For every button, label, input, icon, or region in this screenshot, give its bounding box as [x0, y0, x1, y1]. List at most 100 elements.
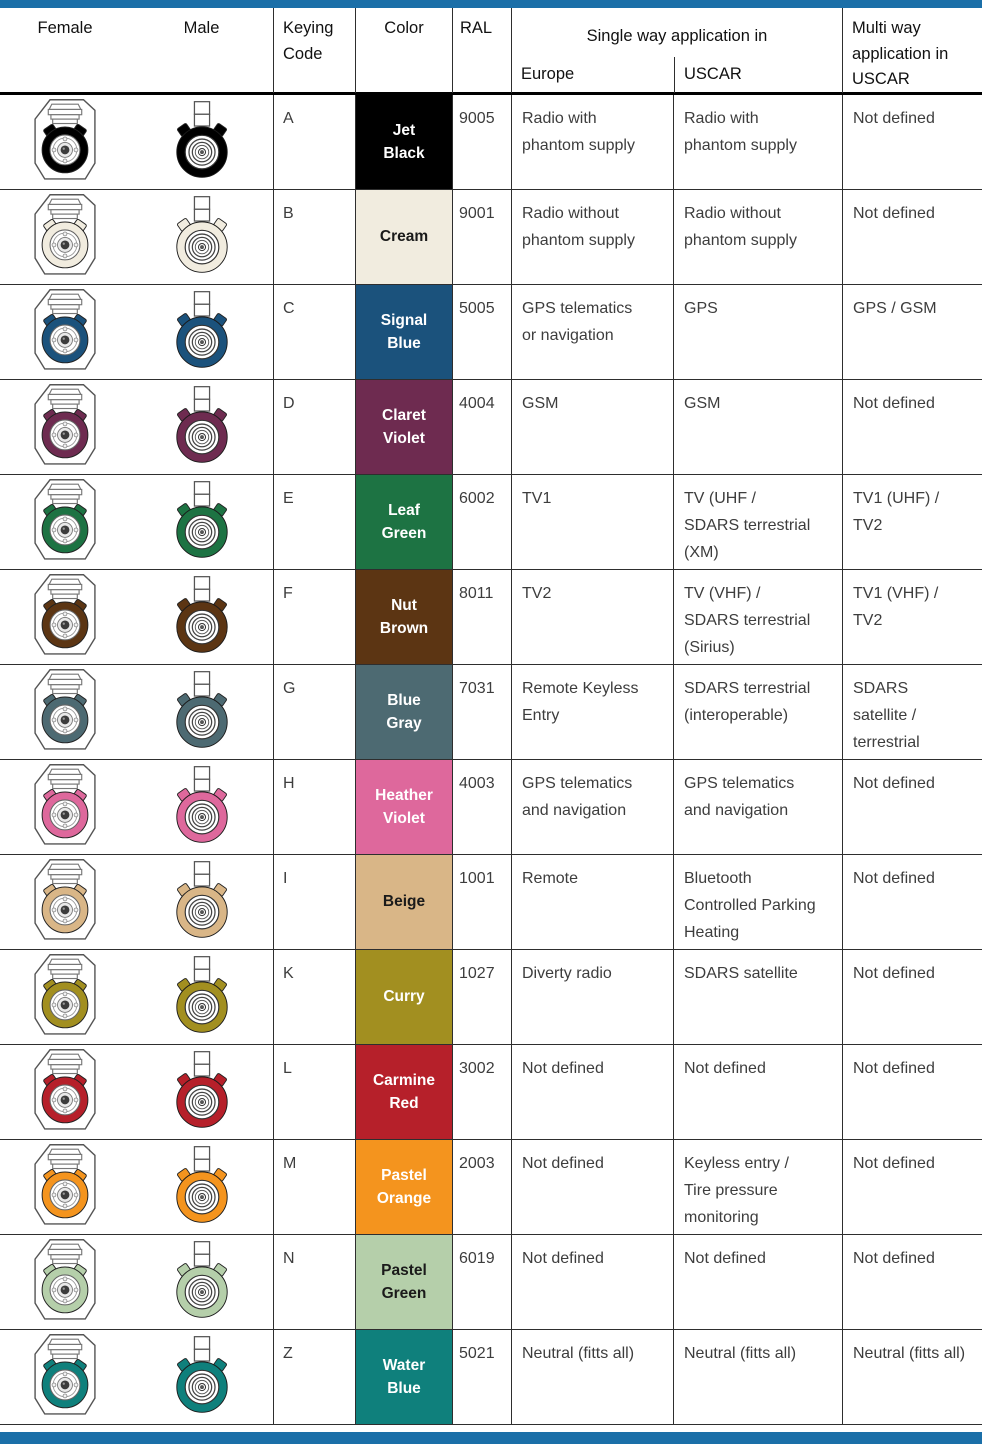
keying-code-text: D — [283, 395, 295, 412]
keying-code-text: N — [283, 1250, 295, 1267]
application-multi-cell: Not defined — [842, 190, 982, 284]
keying-code-cell: D — [273, 380, 355, 474]
ral-cell: 1027 — [452, 950, 511, 1044]
header-female: Female — [37, 19, 93, 37]
application-multi-text: Not defined — [853, 1155, 935, 1172]
color-swatch: Curry — [355, 950, 452, 1044]
male-connector-cell — [130, 950, 273, 1044]
table-row: F Nut Brown 8011 TV2 TV (VHF) / SDARS te… — [0, 570, 982, 665]
male-connector-icon — [175, 956, 228, 1033]
application-multi-text: Not defined — [853, 1060, 935, 1077]
table-row: H Heather Violet 4003 GPS telematics and… — [0, 760, 982, 855]
keying-code-cell: N — [273, 1235, 355, 1329]
application-uscar-text: Keyless entry / Tire pressure monitoring — [684, 1155, 789, 1226]
table-row: K Curry 1027 Diverty radio SDARS satelli… — [0, 950, 982, 1045]
application-multi-cell: Not defined — [842, 95, 982, 189]
application-multi-text: Not defined — [853, 775, 935, 792]
male-connector-icon — [175, 766, 228, 843]
male-connector-icon — [175, 481, 228, 558]
color-name-text: Heather Violet — [375, 786, 433, 827]
application-uscar-text: GPS telematics and navigation — [684, 775, 795, 819]
male-connector-cell — [130, 380, 273, 474]
application-europe-cell: GSM — [511, 380, 673, 474]
female-connector-icon — [34, 384, 96, 465]
application-uscar-text: TV (UHF / SDARS terrestrial (XM) — [684, 490, 811, 561]
male-connector-cell — [130, 475, 273, 569]
application-europe-cell: Neutral (fitts all) — [511, 1330, 673, 1424]
female-connector-cell — [0, 1045, 130, 1139]
application-multi-text: Not defined — [853, 1250, 935, 1267]
application-uscar-text: GSM — [684, 395, 721, 412]
application-europe-text: Diverty radio — [522, 965, 612, 982]
table-row: D Claret Violet 4004 GSM GSM Not defined — [0, 380, 982, 475]
female-connector-cell — [0, 760, 130, 854]
application-europe-text: GPS telematics and navigation — [522, 775, 633, 819]
keying-code-cell: H — [273, 760, 355, 854]
application-uscar-cell: Not defined — [673, 1045, 842, 1139]
color-name-text: Carmine Red — [372, 1071, 436, 1112]
ral-cell: 3002 — [452, 1045, 511, 1139]
color-name-text: Signal Blue — [380, 311, 428, 352]
application-uscar-text: TV (VHF) / SDARS terrestrial (Sirius) — [684, 585, 811, 656]
application-europe-cell: Radio with phantom supply — [511, 95, 673, 189]
male-connector-icon — [175, 861, 228, 938]
keying-code-text: E — [283, 490, 294, 507]
keying-code-cell: G — [273, 665, 355, 759]
female-connector-cell — [0, 855, 130, 949]
keying-code-cell: F — [273, 570, 355, 664]
ral-cell: 2003 — [452, 1140, 511, 1234]
application-uscar-cell: GPS telematics and navigation — [673, 760, 842, 854]
application-uscar-cell: Keyless entry / Tire pressure monitoring — [673, 1140, 842, 1234]
keying-code-text: G — [283, 680, 296, 697]
header-europe: Europe — [521, 64, 575, 83]
female-connector-cell — [0, 1235, 130, 1329]
table-header-row: Female Male Keying Code Color RAL Single… — [0, 8, 982, 95]
keying-code-text: A — [283, 110, 294, 127]
male-connector-cell — [130, 1140, 273, 1234]
male-connector-cell — [130, 285, 273, 379]
application-uscar-cell: TV (UHF / SDARS terrestrial (XM) — [673, 475, 842, 569]
table-row: I Beige 1001 Remote Bluetooth Controlled… — [0, 855, 982, 950]
male-connector-cell — [130, 95, 273, 189]
ral-text: 5005 — [459, 300, 495, 317]
male-connector-cell — [130, 570, 273, 664]
ral-cell: 9005 — [452, 95, 511, 189]
female-connector-cell — [0, 1140, 130, 1234]
application-multi-text: Not defined — [853, 110, 935, 127]
application-uscar-text: Radio with phantom supply — [684, 110, 797, 154]
ral-cell: 5005 — [452, 285, 511, 379]
keying-code-text: F — [283, 585, 293, 602]
application-multi-text: Not defined — [853, 870, 935, 887]
application-multi-text: Not defined — [853, 965, 935, 982]
female-connector-icon — [34, 859, 96, 940]
application-europe-text: Remote — [522, 870, 579, 887]
application-europe-cell: Not defined — [511, 1235, 673, 1329]
application-europe-cell: Remote — [511, 855, 673, 949]
color-swatch: Beige — [355, 855, 452, 949]
ral-cell: 6019 — [452, 1235, 511, 1329]
male-connector-icon — [175, 291, 228, 368]
female-connector-cell — [0, 380, 130, 474]
application-europe-text: Not defined — [522, 1155, 604, 1172]
header-male: Male — [183, 19, 220, 37]
application-uscar-cell: SDARS satellite — [673, 950, 842, 1044]
application-multi-cell: Not defined — [842, 380, 982, 474]
application-uscar-cell: Not defined — [673, 1235, 842, 1329]
ral-text: 4003 — [459, 775, 495, 792]
application-uscar-text: Bluetooth Controlled Parking Heating — [684, 870, 816, 941]
application-uscar-cell: Radio with phantom supply — [673, 95, 842, 189]
male-connector-cell — [130, 190, 273, 284]
application-multi-text: GPS / GSM — [853, 300, 937, 317]
application-europe-text: Not defined — [522, 1250, 604, 1267]
keying-code-cell: M — [273, 1140, 355, 1234]
color-swatch: Cream — [355, 190, 452, 284]
color-name-text: Blue Gray — [386, 691, 422, 732]
table-row: L Carmine Red 3002 Not defined Not defin… — [0, 1045, 982, 1140]
ral-text: 4004 — [459, 395, 495, 412]
application-multi-cell: Neutral (fitts all) — [842, 1330, 982, 1424]
table-body: A Jet Black 9005 Radio with phantom supp… — [0, 95, 982, 1425]
application-multi-text: Not defined — [853, 395, 935, 412]
male-connector-icon — [175, 671, 228, 748]
application-uscar-cell: SDARS terrestrial (interoperable) — [673, 665, 842, 759]
ral-text: 9005 — [459, 110, 495, 127]
